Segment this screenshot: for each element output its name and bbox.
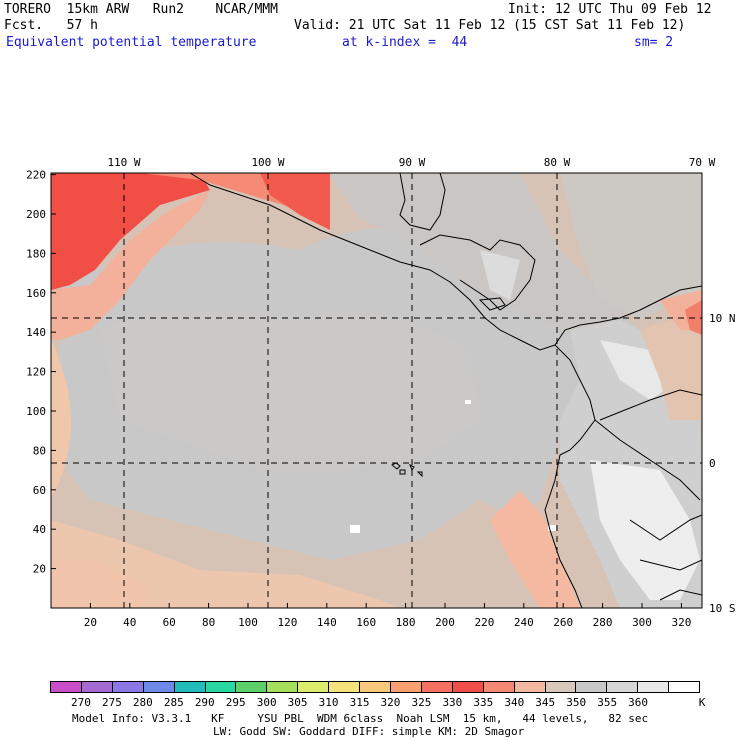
temperature-field [51, 173, 702, 608]
colorbar-swatch [205, 682, 237, 692]
colorbar-swatch [298, 682, 330, 692]
colorbar-label: 320 [381, 696, 401, 709]
colorbar-swatch [51, 682, 82, 692]
latitude-label: 10 S [709, 602, 736, 615]
colorbar-swatch [143, 682, 175, 692]
colorbar-label: 350 [566, 696, 586, 709]
y-tick-label: 200 [26, 208, 46, 221]
forecast-hour: Fcst. 57 h [4, 18, 98, 33]
colorbar-label: 360 [628, 696, 648, 709]
x-tick-label: 260 [553, 616, 573, 629]
colorbar-label: 270 [71, 696, 91, 709]
physics-info: LW: Godd SW: Goddard DIFF: simple KM: 2D… [213, 725, 525, 738]
colorbar-label: 345 [535, 696, 555, 709]
longitude-label: 70 W [689, 156, 716, 169]
colorbar-label: 335 [473, 696, 493, 709]
map-frame [50, 172, 703, 609]
colorbar-labels: 270 275 280 285 290 295 300 305 310 315 320 325 330 3… [71, 696, 706, 709]
colorbar-label: 355 [597, 696, 617, 709]
longitude-label: 100 W [251, 156, 284, 169]
model-title: TORERO 15km ARW Run2 NCAR/MMM [4, 2, 278, 17]
colorbar-label: 280 [133, 696, 153, 709]
colorbar-swatch [390, 682, 422, 692]
y-tick-label: 160 [26, 287, 46, 300]
y-tick-label: 140 [26, 326, 46, 339]
colorbar-label: 325 [411, 696, 431, 709]
colorbar-swatch [452, 682, 484, 692]
model-info: Model Info: V3.3.1 KF YSU PBL WDM 6class… [72, 712, 649, 725]
x-tick-label: 240 [514, 616, 534, 629]
longitude-label: 90 W [399, 156, 426, 169]
coastlines [189, 173, 702, 608]
x-tick-label: 220 [474, 616, 494, 629]
colorbar-label: 285 [164, 696, 184, 709]
colorbar-label: 300 [257, 696, 277, 709]
graticule [51, 173, 702, 608]
x-tick-label: 40 [123, 616, 136, 629]
y-tick-label: 120 [26, 366, 46, 379]
y-axis: 220 200 180 160 140 120 100 80 60 40 20 [26, 169, 56, 576]
x-tick-label: 200 [435, 616, 455, 629]
colorbar-swatch [421, 682, 453, 692]
field-name: Equivalent potential temperature [6, 35, 257, 50]
colorbar-swatch [607, 682, 639, 692]
map-panel: 20 40 60 80 100 120 140 160 180 200 220 240 260 280 30… [26, 156, 736, 629]
colorbar-unit: K [699, 696, 706, 709]
init-time: Init: 12 UTC Thu 09 Feb 12 [508, 2, 712, 17]
colorbar-swatch [81, 682, 113, 692]
y-tick-label: 180 [26, 247, 46, 260]
x-tick-label: 320 [671, 616, 691, 629]
latitude-label: 0 [709, 457, 716, 470]
x-tick-label: 180 [396, 616, 416, 629]
colorbar-swatch [112, 682, 144, 692]
x-tick-label: 100 [238, 616, 258, 629]
y-tick-label: 40 [33, 523, 46, 536]
colorbar-swatch [174, 682, 206, 692]
colorbar-label: 330 [442, 696, 462, 709]
smoothing-label: sm= 2 [634, 35, 674, 50]
colorbar-label: 340 [504, 696, 524, 709]
x-tick-label: 20 [84, 616, 97, 629]
colorbar-label: 275 [102, 696, 122, 709]
colorbar-label: 310 [319, 696, 339, 709]
valid-time: Valid: 21 UTC Sat 11 Feb 12 (15 CST Sat … [294, 18, 686, 33]
x-tick-label: 80 [202, 616, 215, 629]
colorbar-swatch [267, 682, 299, 692]
x-tick-label: 120 [277, 616, 297, 629]
x-tick-label: 280 [593, 616, 613, 629]
latitude-labels: 10 N 0 10 S [709, 312, 736, 615]
colorbar-label: 295 [226, 696, 246, 709]
y-tick-label: 80 [33, 444, 46, 457]
colorbar-swatch [545, 682, 577, 692]
colorbar-swatch [236, 682, 268, 692]
colorbar-swatch [514, 682, 546, 692]
x-tick-label: 300 [632, 616, 652, 629]
colorbar-label: 315 [350, 696, 370, 709]
longitude-labels: 110 W 100 W 90 W 80 W 70 W [107, 156, 715, 169]
colorbar-label: 290 [195, 696, 215, 709]
colorbar-swatch [669, 682, 700, 692]
y-tick-label: 220 [26, 169, 46, 182]
longitude-label: 110 W [107, 156, 140, 169]
colorbar-swatch [638, 682, 670, 692]
y-tick-label: 20 [33, 563, 46, 576]
x-axis: 20 40 60 80 100 120 140 160 180 200 220 240 260 280 30… [84, 603, 691, 629]
level-label: at k-index = 44 [342, 35, 468, 50]
x-tick-label: 160 [356, 616, 376, 629]
latitude-label: 10 N [709, 312, 736, 325]
colorbar-swatch [483, 682, 515, 692]
y-tick-label: 100 [26, 405, 46, 418]
colorbar-swatch [360, 682, 391, 692]
colorbar-swatch [329, 682, 361, 692]
y-tick-label: 60 [33, 484, 46, 497]
longitude-label: 80 W [544, 156, 571, 169]
colorbar-swatch [576, 682, 608, 692]
x-tick-label: 140 [317, 616, 337, 629]
x-tick-label: 60 [163, 616, 176, 629]
colorbar-label: 305 [288, 696, 308, 709]
colorbar [50, 681, 700, 693]
